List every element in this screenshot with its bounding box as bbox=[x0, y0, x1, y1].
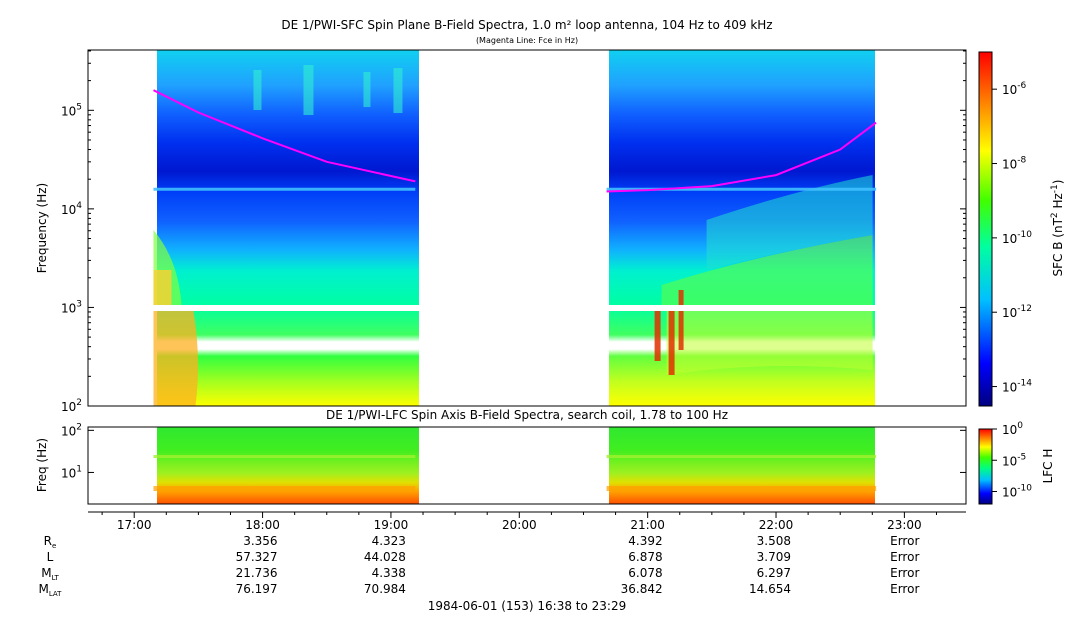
lfc-colorbar bbox=[978, 428, 993, 505]
ephemeris-value: 21.736 bbox=[236, 566, 278, 580]
sfc-emission-patch bbox=[393, 68, 403, 113]
ephemeris-value: 4.338 bbox=[372, 566, 406, 580]
ephemeris-value: Error bbox=[890, 582, 919, 596]
sfc-gap-band bbox=[157, 305, 875, 311]
sfc-plot-frame bbox=[87, 49, 967, 407]
lfc-spectrogram-panel: 101 102 bbox=[61, 422, 967, 505]
sfc-ytick-label: 102 bbox=[61, 398, 82, 414]
ephemeris-value: Error bbox=[890, 566, 919, 580]
sfc-emission-patch bbox=[153, 270, 172, 305]
lfc-band bbox=[606, 455, 877, 458]
ephemeris-value: 6.878 bbox=[628, 550, 662, 564]
lfc-colorbar-tick-label: 100 bbox=[1002, 421, 1023, 437]
sfc-emission-patch bbox=[303, 65, 314, 115]
lfc-colorbar-tick-label: 10-5 bbox=[1002, 452, 1026, 468]
lfc-ytick-label: 102 bbox=[61, 422, 82, 438]
date-label: 1984-06-01 (153) 16:38 to 23:29 bbox=[428, 599, 626, 613]
sfc-data-segment-1 bbox=[157, 50, 419, 406]
time-tick-label: 20:00 bbox=[502, 518, 537, 532]
time-tick-label: 22:00 bbox=[759, 518, 794, 532]
lfc-title: DE 1/PWI-LFC Spin Axis B-Field Spectra, … bbox=[326, 408, 728, 422]
time-tick-label: 19:00 bbox=[374, 518, 409, 532]
sfc-emission-patch bbox=[668, 305, 675, 375]
sfc-ytick-label: 105 bbox=[61, 102, 82, 118]
lfc-band bbox=[606, 486, 877, 491]
ephemeris-value: 4.323 bbox=[372, 534, 406, 548]
time-tick-label: 17:00 bbox=[117, 518, 152, 532]
ephemeris-value: 70.984 bbox=[364, 582, 406, 596]
sfc-colorbar-tick-label: 10-6 bbox=[1002, 81, 1027, 97]
ephemeris-row-label: MLAT bbox=[39, 582, 63, 598]
sfc-colorbar-tick-label: 10-8 bbox=[1002, 156, 1027, 172]
sfc-noise-band bbox=[153, 187, 416, 191]
time-tick-label: 18:00 bbox=[245, 518, 280, 532]
ephemeris-value: 76.197 bbox=[236, 582, 278, 596]
sfc-ytick-label: 104 bbox=[61, 201, 82, 217]
time-tick-label: 21:00 bbox=[630, 518, 665, 532]
ephemeris-value: 6.078 bbox=[628, 566, 662, 580]
sfc-emission-patch bbox=[661, 235, 873, 305]
fce-line bbox=[606, 121, 877, 193]
fce-line bbox=[153, 89, 416, 183]
sfc-emission-patch bbox=[654, 311, 661, 361]
ephemeris-row-label: L bbox=[47, 550, 54, 564]
ephemeris-value: Error bbox=[890, 534, 919, 548]
ephemeris-value: 14.654 bbox=[749, 582, 791, 596]
ephemeris-value: 3.508 bbox=[757, 534, 791, 548]
sfc-colorbar-tick-label: 10-12 bbox=[1002, 304, 1032, 320]
lfc-plot-frame bbox=[87, 426, 967, 505]
lfc-band bbox=[153, 455, 416, 458]
sfc-emission-patch bbox=[363, 72, 371, 107]
ephemeris-value: 36.842 bbox=[621, 582, 663, 596]
lfc-ytick-label: 101 bbox=[61, 464, 82, 480]
sfc-emission-patch bbox=[706, 175, 873, 270]
sfc-colorbar-tick-label: 10-14 bbox=[1002, 379, 1032, 395]
sfc-emission-patch bbox=[678, 290, 684, 350]
ephemeris-value: 3.356 bbox=[243, 534, 277, 548]
ephemeris-value: 44.028 bbox=[364, 550, 406, 564]
lfc-data-segment-2 bbox=[609, 427, 875, 504]
sfc-title: DE 1/PWI-SFC Spin Plane B-Field Spectra,… bbox=[281, 18, 772, 32]
lfc-ylabel: Freq (Hz) bbox=[35, 438, 49, 492]
lfc-colorbar-label: LFC H bbox=[1041, 449, 1055, 484]
sfc-emission-patch bbox=[666, 311, 873, 375]
sfc-ylabel: Frequency (Hz) bbox=[35, 183, 49, 274]
sfc-noise-band bbox=[606, 187, 877, 191]
ephemeris-row-label: Re bbox=[44, 534, 57, 550]
lfc-data-segment-1 bbox=[157, 427, 419, 504]
lfc-colorbar-tick-label: 10-10 bbox=[1002, 484, 1032, 500]
sfc-subtitle: (Magenta Line: Fce in Hz) bbox=[476, 36, 578, 45]
ephemeris-row-label: MLT bbox=[41, 566, 59, 582]
ephemeris-value: 3.709 bbox=[757, 550, 791, 564]
ephemeris-value: 57.327 bbox=[236, 550, 278, 564]
sfc-colorbar bbox=[978, 51, 993, 407]
sfc-ytick-label: 103 bbox=[61, 299, 82, 315]
lfc-band bbox=[153, 486, 416, 491]
ephemeris-value: 6.297 bbox=[757, 566, 791, 580]
sfc-colorbar-tick-label: 10-10 bbox=[1002, 230, 1032, 246]
time-tick-label: 23:00 bbox=[887, 518, 922, 532]
sfc-colorbar-label: SFC B (nT2 Hz-1) bbox=[1050, 180, 1065, 277]
sfc-spectrogram-panel: 102 103 104 105 bbox=[61, 49, 967, 414]
sfc-emission-patch bbox=[153, 311, 199, 406]
sfc-emission-patch bbox=[253, 70, 262, 110]
ephemeris-value: Error bbox=[890, 550, 919, 564]
ephemeris-value: 4.392 bbox=[628, 534, 662, 548]
